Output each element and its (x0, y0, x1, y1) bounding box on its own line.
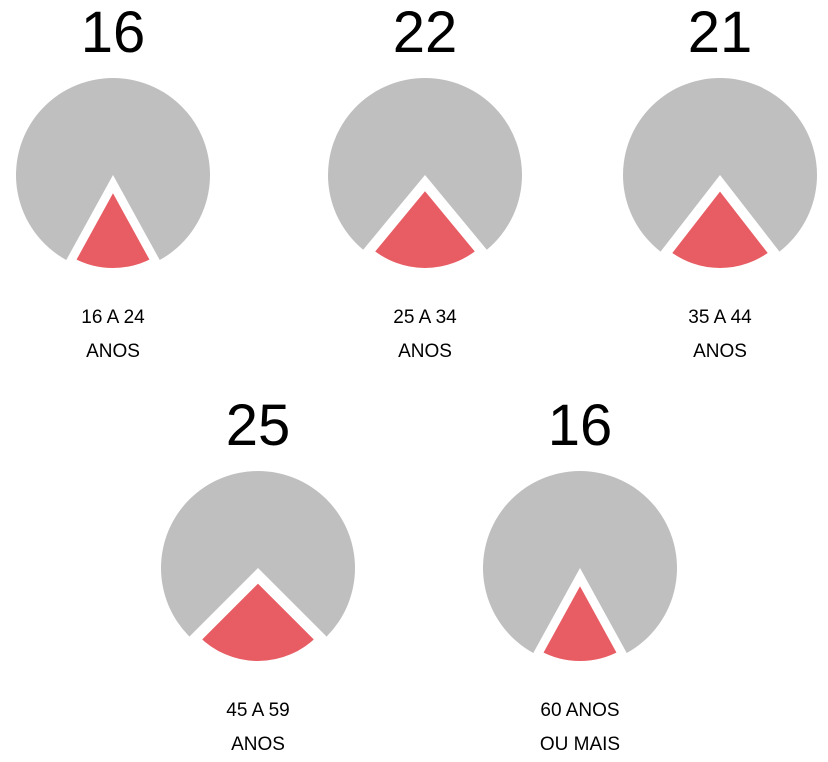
pie-slice (65, 176, 161, 276)
category-label: 16 A 24 ANOS (81, 307, 145, 362)
pie-slice (532, 569, 628, 669)
pie-remainder (161, 470, 356, 637)
category-label: 35 A 44 ANOS (688, 307, 752, 362)
category-label: 60 ANOS OU MAIS (539, 700, 621, 755)
pie-slice (363, 178, 487, 276)
value-label: 25 (225, 393, 291, 458)
pie-remainder (327, 78, 522, 250)
pie-slice (190, 572, 326, 669)
value-label: 22 (392, 0, 458, 65)
pie-remainder (483, 471, 678, 654)
pie-slice (661, 178, 779, 276)
pie-remainder (15, 77, 210, 261)
value-label: 16 (80, 0, 146, 65)
category-label: 25 A 34 ANOS (393, 307, 457, 362)
category-label: 45 A 59 ANOS (226, 700, 290, 755)
value-label: 16 (547, 393, 613, 458)
value-label: 21 (687, 0, 753, 65)
pie-remainder (622, 77, 817, 252)
